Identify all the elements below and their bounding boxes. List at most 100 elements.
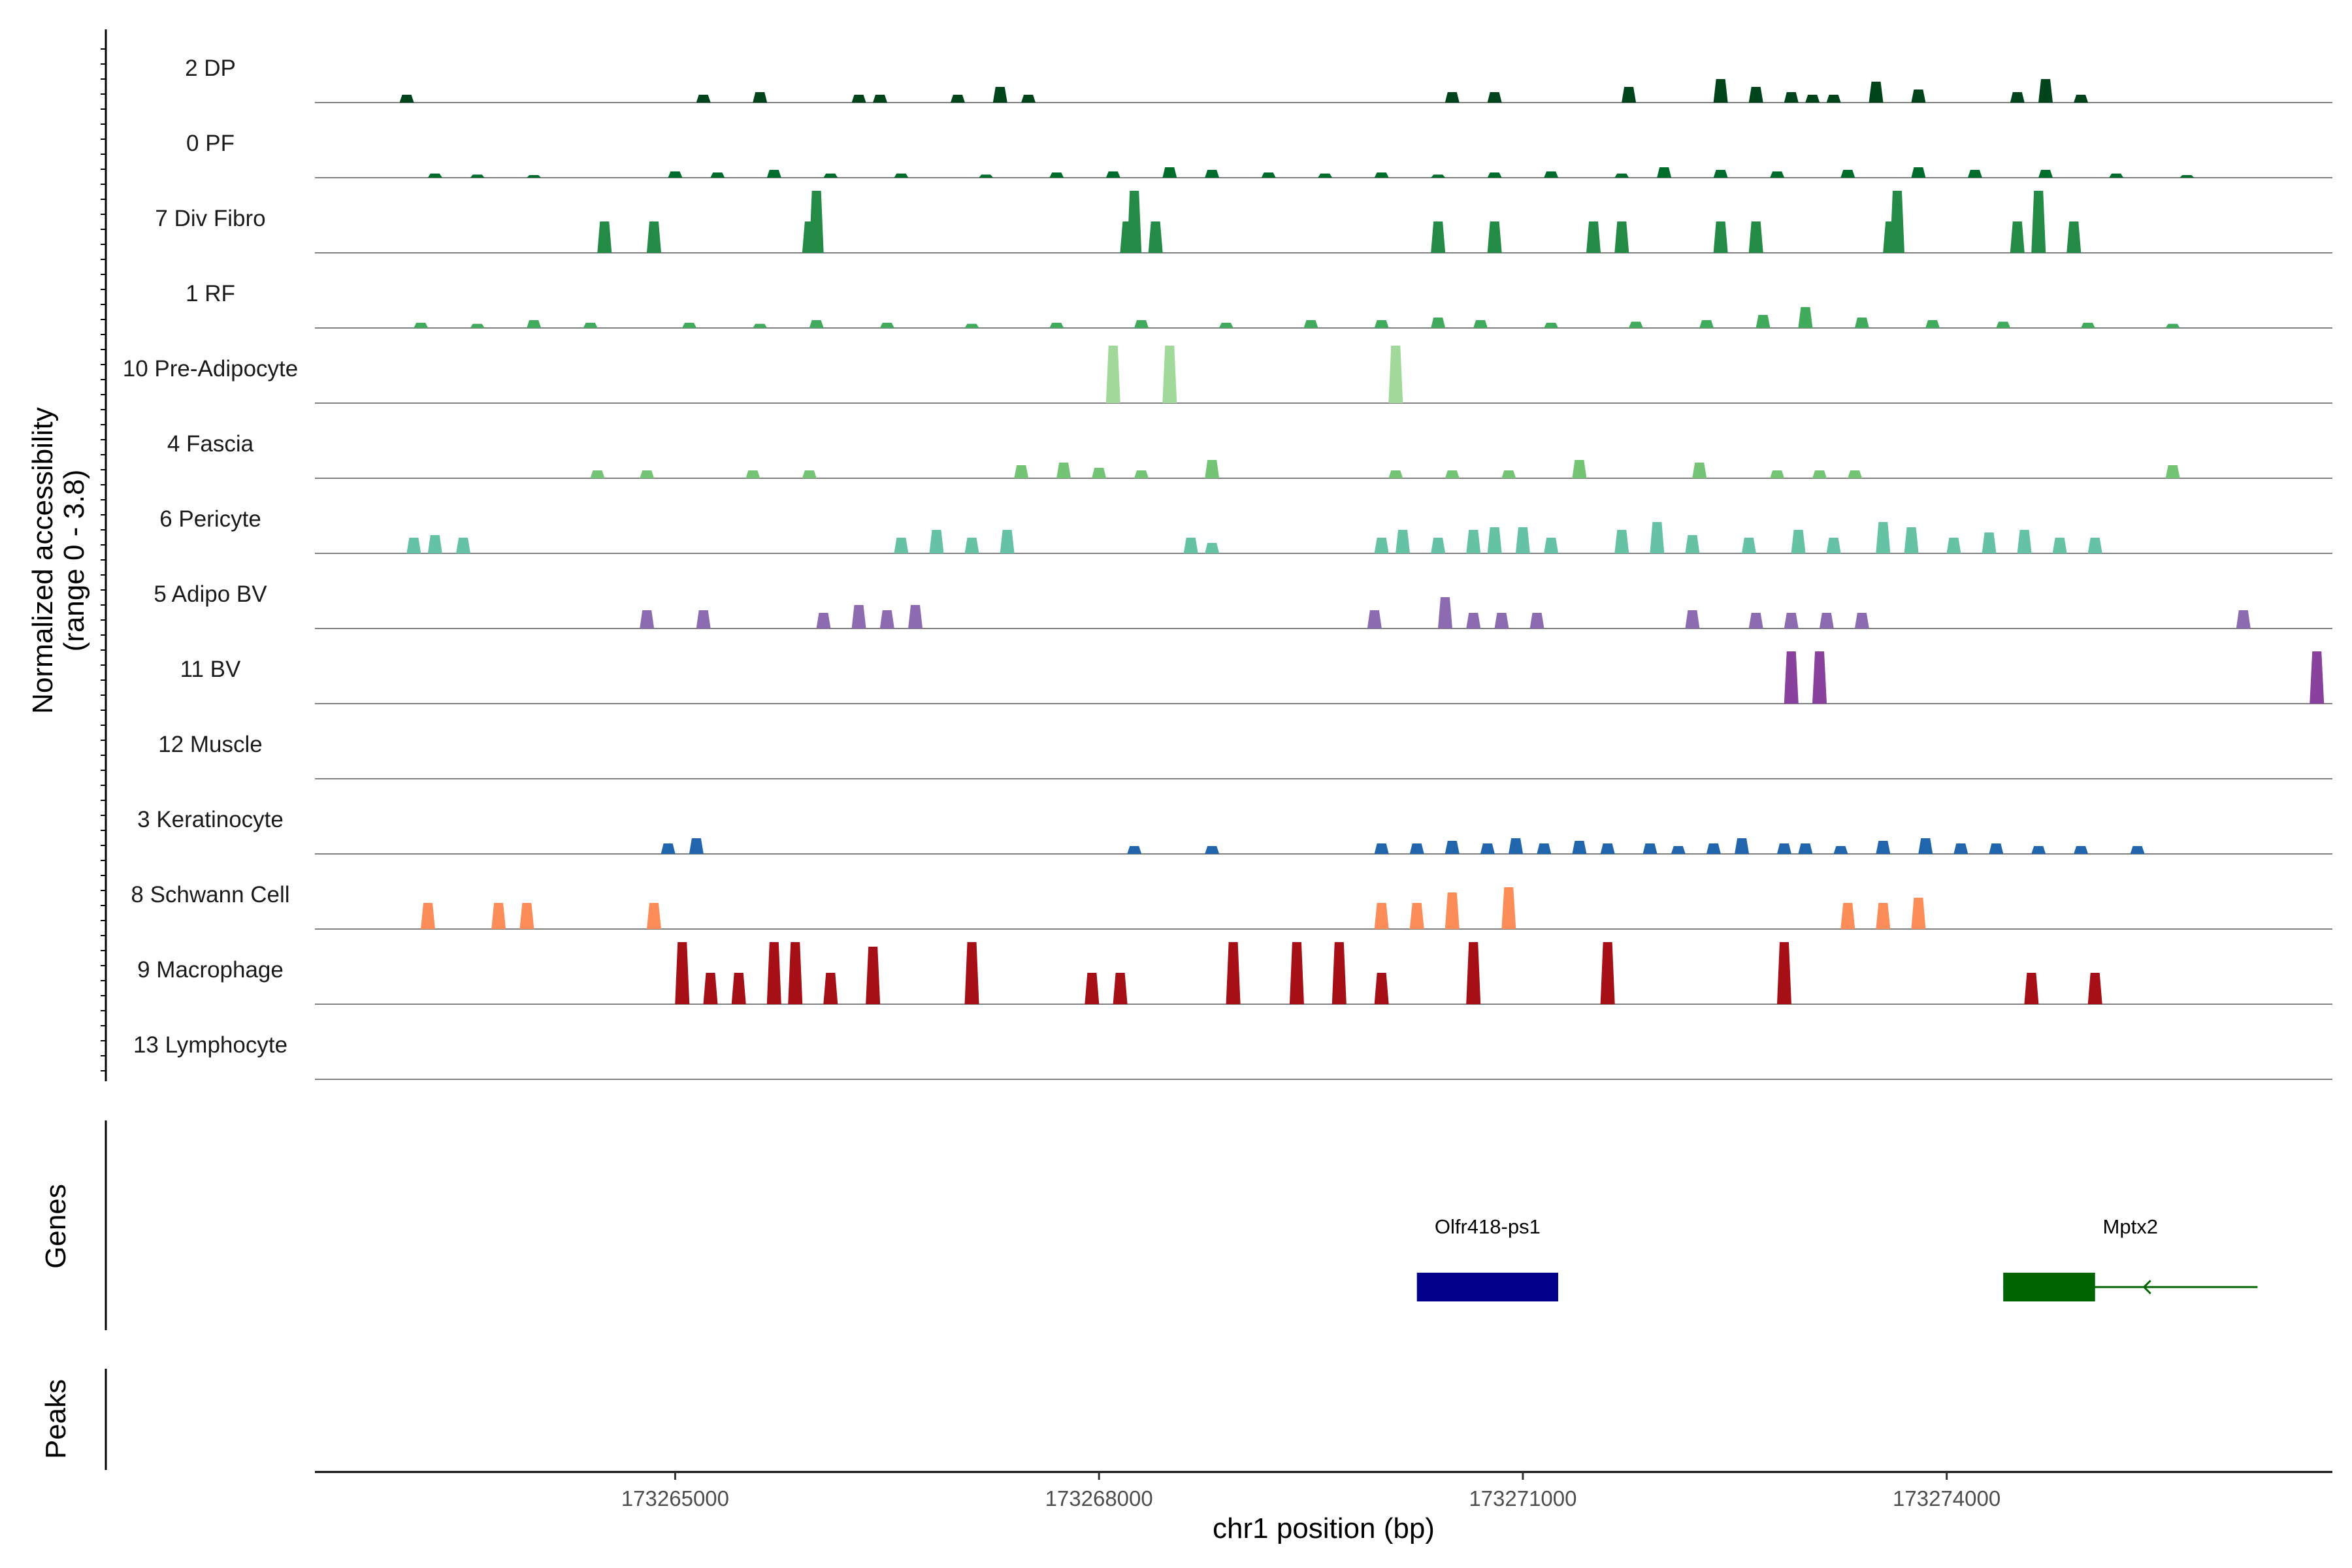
coverage-peak <box>1889 191 1904 253</box>
coverage-peak <box>851 605 866 629</box>
coverage-peak <box>1791 530 1806 553</box>
coverage-peak <box>1819 613 1834 629</box>
coverage-peak <box>1770 470 1785 478</box>
coverage-peak <box>1692 463 1707 478</box>
coverage-peak <box>1784 651 1799 704</box>
coverage-peak <box>753 323 768 328</box>
peaks-track-label: Peaks <box>40 1379 72 1459</box>
coverage-peak <box>491 903 506 929</box>
coverage-peak <box>1431 318 1446 328</box>
coverage-peak <box>866 947 881 1004</box>
coverage-peak <box>766 170 781 178</box>
coverage-peak <box>979 174 994 178</box>
coverage-peak <box>597 221 612 253</box>
coverage-peak <box>1600 843 1615 854</box>
coverage-peak <box>1953 843 1968 854</box>
coverage-peak <box>646 221 661 253</box>
coverage-peak <box>1544 538 1559 553</box>
coverage-peak <box>929 530 944 553</box>
coverage-peak <box>731 973 746 1004</box>
coverage-peak <box>1205 460 1220 478</box>
coverage-peak <box>1134 320 1149 328</box>
coverage-peak <box>1614 173 1629 178</box>
coverage-peak <box>1092 468 1107 478</box>
track-13-lymphocyte: 13 Lymphocyte <box>133 1032 2332 1080</box>
coverage-peak <box>964 942 979 1004</box>
coverage-peak <box>1784 92 1799 103</box>
coverage-peak <box>640 470 655 478</box>
y-axis-title-line1: Normalized accessibility <box>27 407 59 713</box>
coverage-peak <box>646 903 661 929</box>
coverage-peak <box>1657 167 1672 178</box>
coverage-peak <box>1487 172 1502 178</box>
coverage-peak <box>527 175 542 178</box>
coverage-peak <box>1544 323 1559 328</box>
coverage-peak <box>894 538 909 553</box>
coverage-peak <box>2087 973 2102 1004</box>
track-2-dp: 2 DP <box>185 56 2332 103</box>
coverage-peak <box>809 191 824 253</box>
coverage-peak <box>1014 465 1029 478</box>
track-5-adipo-bv: 5 Adipo BV <box>154 581 2332 629</box>
coverage-peak <box>1487 221 1502 253</box>
coverage-peak <box>908 605 923 629</box>
track-label: 9 Macrophage <box>137 957 284 983</box>
track-label: 10 Pre-Adipocyte <box>123 356 298 382</box>
coverage-peak <box>420 903 435 929</box>
coverage-peak <box>640 610 655 629</box>
coverage-peak <box>1445 92 1460 103</box>
track-label: 0 PF <box>186 131 235 156</box>
coverage-peak <box>1127 191 1142 253</box>
track-label: 13 Lymphocyte <box>133 1032 287 1058</box>
coverage-peak <box>1509 838 1524 854</box>
coverage-peak <box>1148 221 1163 253</box>
coverage-peak <box>1466 530 1481 553</box>
coverage-peak <box>1445 470 1460 478</box>
coverage-peak <box>809 320 824 328</box>
coverage-peak <box>1374 903 1389 929</box>
coverage-peak <box>1833 846 1848 854</box>
coverage-peak <box>1614 530 1629 553</box>
coverage-peak <box>2031 191 2046 253</box>
track-9-macrophage: 9 Macrophage <box>137 942 2332 1005</box>
coverage-peak <box>2165 323 2180 328</box>
coverage-peak <box>2180 175 2195 178</box>
coverage-peak <box>1205 170 1220 178</box>
coverage-peak <box>1699 320 1714 328</box>
coverage-peak <box>950 95 965 103</box>
coverage-peak <box>1000 530 1015 553</box>
coverage-peak <box>1713 221 1728 253</box>
coverage-peak <box>2310 651 2325 704</box>
coverage-peak <box>1374 538 1389 553</box>
gene-annotations: Olfr418-ps1 Mptx2 <box>1416 1215 2258 1301</box>
coverage-peak <box>1600 942 1615 1004</box>
coverage-peak <box>1261 172 1276 178</box>
track-label: 11 BV <box>180 657 241 682</box>
gene-exon <box>2003 1273 2095 1301</box>
coverage-peak <box>2038 170 2053 178</box>
track-11-bv: 11 BV <box>180 651 2332 704</box>
coverage-peak <box>802 470 817 478</box>
coverage-peak <box>1480 843 1495 854</box>
track-3-keratinocyte: 3 Keratinocyte <box>137 807 2332 855</box>
coverage-peak <box>879 323 894 328</box>
coverage-peak <box>1466 613 1481 629</box>
coverage-peak <box>668 171 683 178</box>
coverage-peak <box>1515 527 1530 553</box>
coverage-peak <box>1911 167 1926 178</box>
coverage-peak <box>2165 465 2180 478</box>
track-10-pre-adipocyte: 10 Pre-Adipocyte <box>123 346 2332 404</box>
coverage-peak <box>1331 942 1347 1004</box>
coverage-peak <box>788 942 803 1004</box>
coverage-peak <box>1642 843 1658 854</box>
x-axis-ticks: 173265000 173268000 173271000 173274000 <box>621 1472 2001 1511</box>
coverage-peak <box>1671 846 1686 854</box>
coverage-peak <box>1409 903 1424 929</box>
coverage-peak <box>583 323 598 328</box>
coverage-peak <box>1776 942 1791 1004</box>
coverage-peak <box>661 843 676 854</box>
coverage-peak <box>1409 843 1424 854</box>
coverage-peak <box>1388 470 1403 478</box>
coverage-peak <box>1996 321 2011 328</box>
coverage-peak <box>766 942 781 1004</box>
